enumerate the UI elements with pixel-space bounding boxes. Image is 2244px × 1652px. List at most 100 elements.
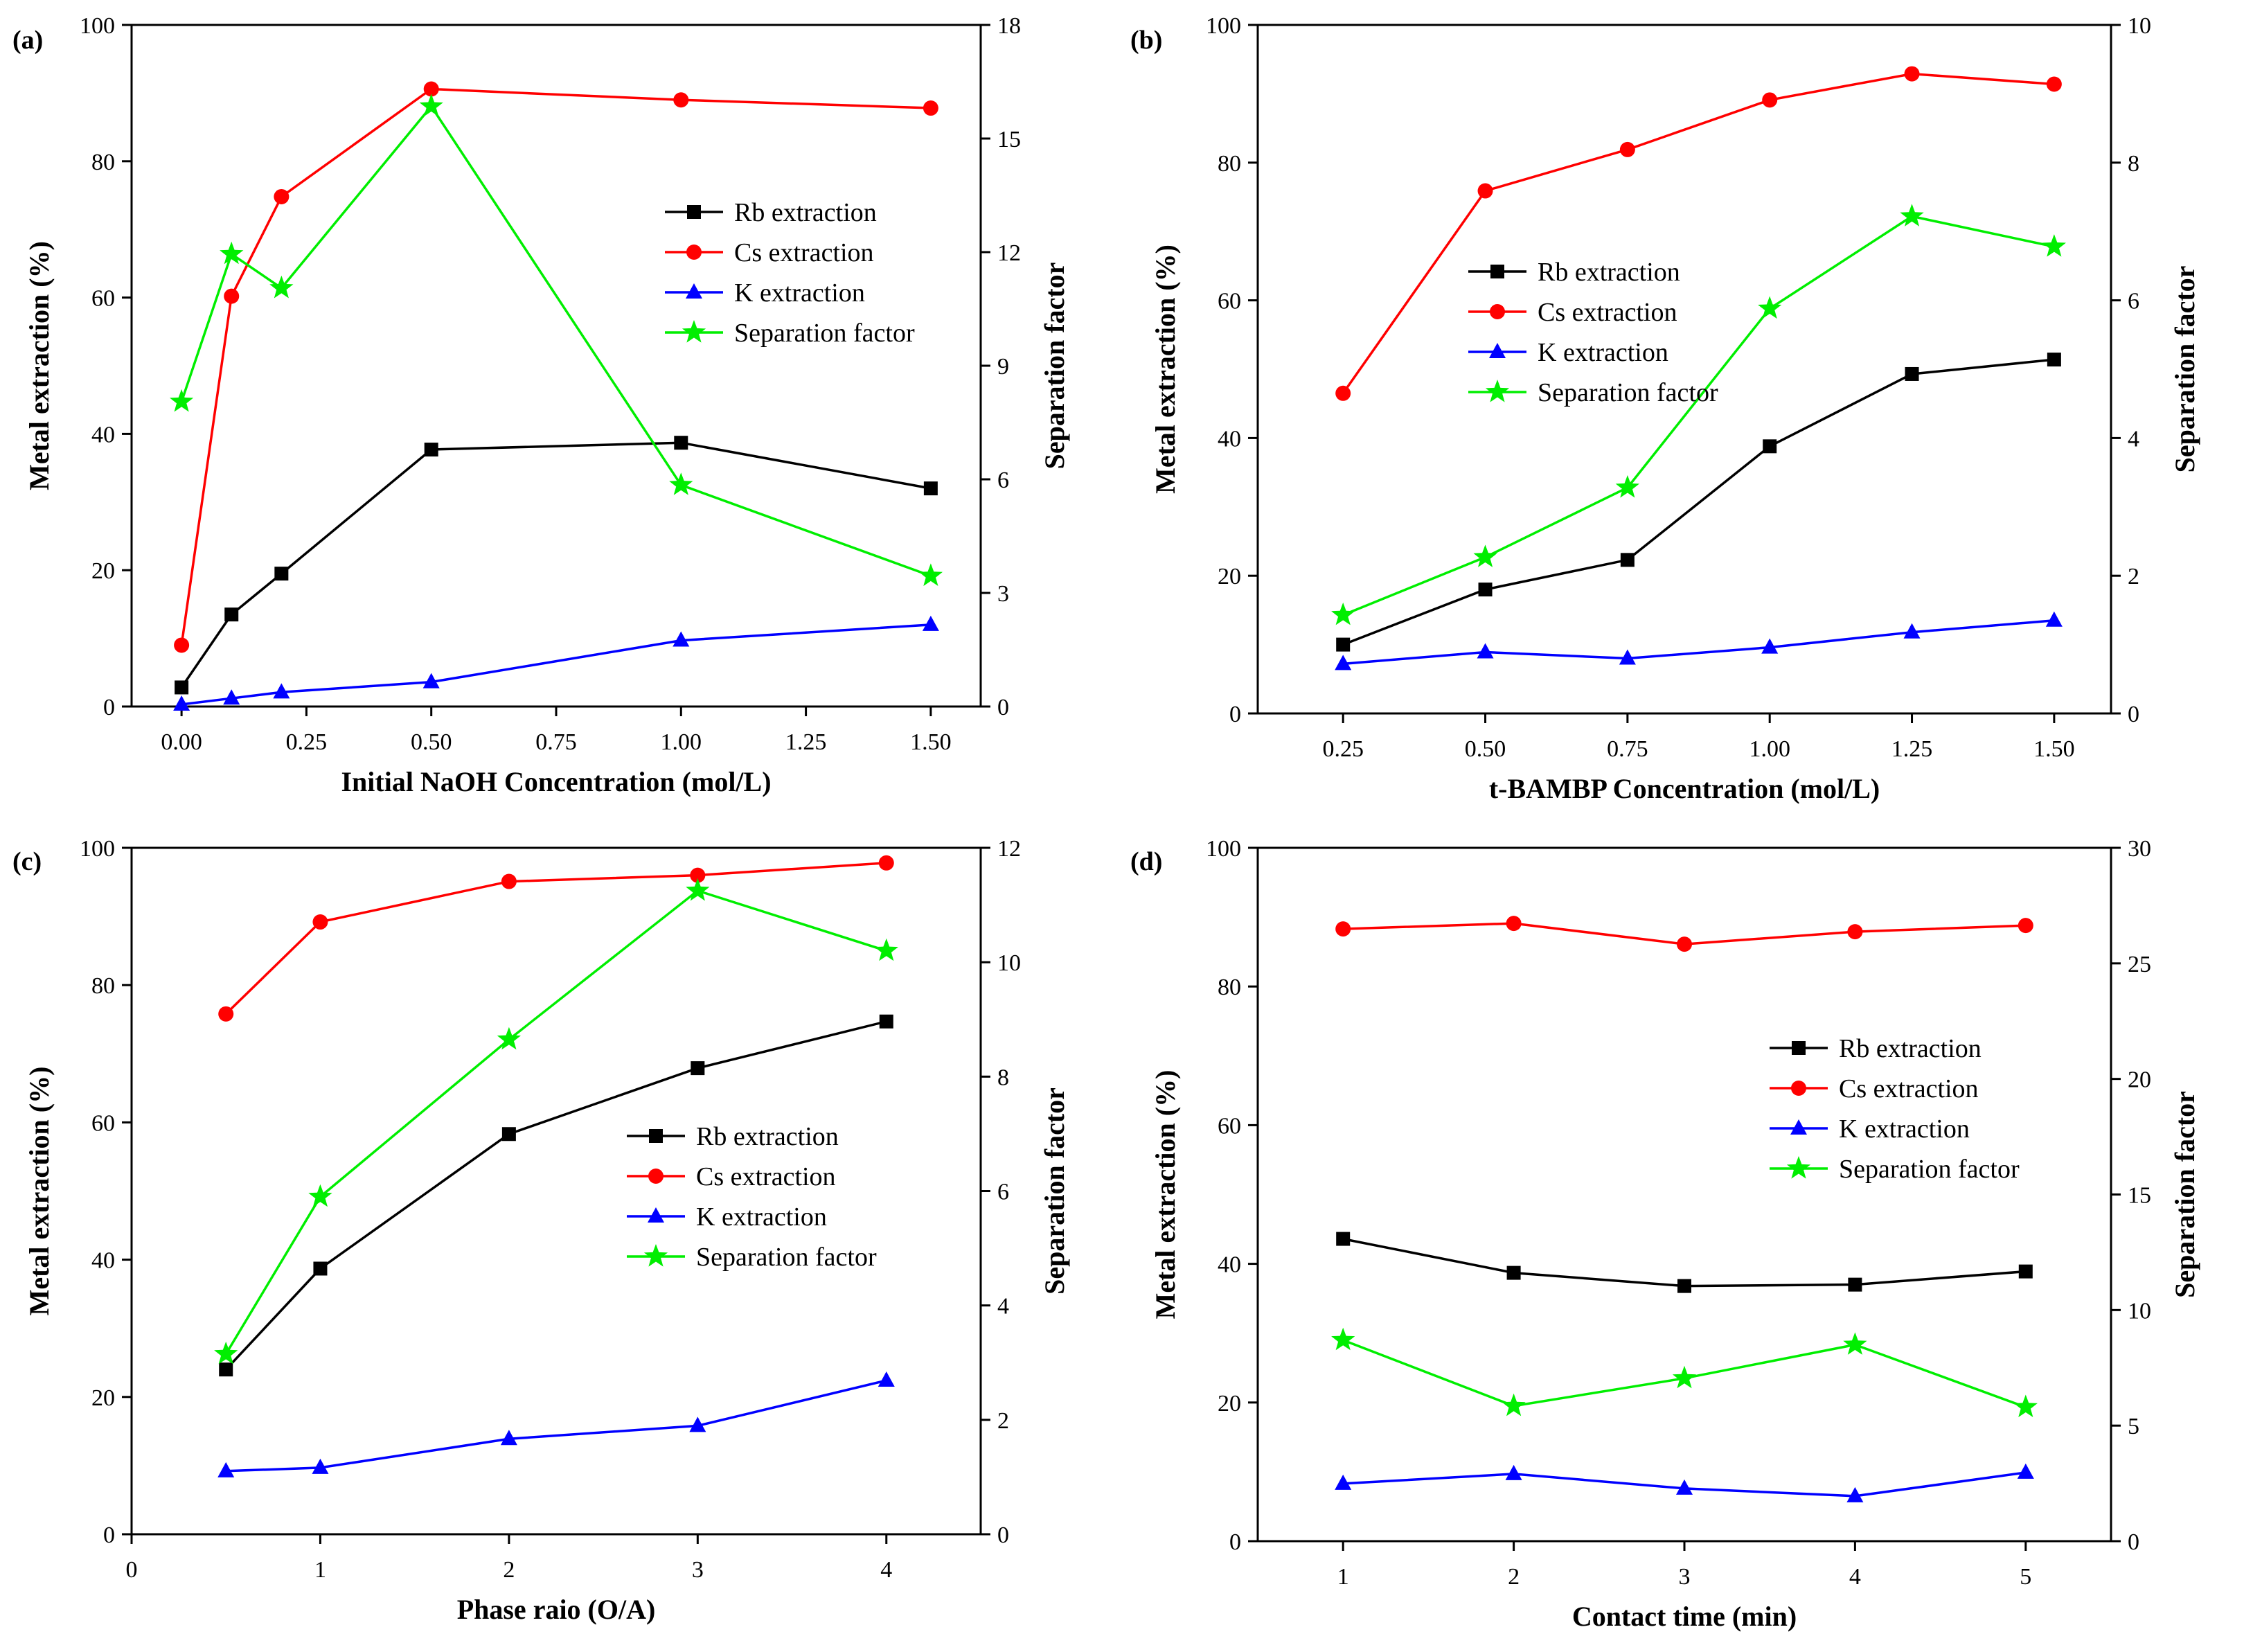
- separation-factor-point: [1615, 475, 1639, 498]
- k-extraction-point: [1761, 638, 1779, 654]
- k-extraction-line: [181, 623, 932, 706]
- x-tick-label: 0.50: [411, 729, 452, 755]
- separation-factor-point: [170, 389, 194, 412]
- legend-marker-rb-extraction: [1490, 265, 1504, 278]
- y-tick-label: 80: [1218, 975, 1241, 1000]
- x-tick-label: 1: [314, 1557, 326, 1583]
- y-tick-label: 100: [1206, 836, 1241, 862]
- y2-axis-title: Separation factor: [2169, 1091, 2200, 1298]
- series-cs-extraction: [218, 855, 894, 1022]
- x-tick-label: 1: [1337, 1564, 1349, 1590]
- legend-marker-separation-factor: [682, 320, 706, 343]
- k-extraction-point: [689, 1416, 706, 1432]
- cs-extraction-line: [1342, 72, 2055, 394]
- x-tick-label: 3: [692, 1557, 704, 1583]
- x-tick-label: 1.50: [2033, 736, 2075, 762]
- x-tick-label: 0.25: [1322, 736, 1364, 762]
- rb-extraction-point: [923, 481, 938, 496]
- cs-extraction-point: [2046, 76, 2062, 92]
- k-extraction-point: [1335, 1474, 1352, 1490]
- legend-marker-separation-factor: [643, 1244, 668, 1267]
- y-tick-label: 60: [1218, 1113, 1241, 1139]
- y-tick-label: 100: [80, 13, 115, 39]
- legend-label: Cs extraction: [696, 1162, 836, 1191]
- plot-frame: [1256, 24, 2112, 715]
- k-extraction-point: [273, 683, 290, 699]
- y2-tick-label: 5: [2128, 1414, 2139, 1439]
- series-separation-factor: [1331, 1327, 2038, 1417]
- series-rb-extraction: [1336, 353, 2061, 652]
- y-tick-label: 60: [91, 286, 115, 312]
- y-tick-label: 80: [91, 150, 115, 175]
- y-tick-label: 0: [1229, 702, 1241, 727]
- rb-extraction-line: [180, 441, 932, 689]
- separation-factor-point: [2042, 234, 2066, 257]
- series-separation-factor: [214, 878, 898, 1365]
- cs-extraction-point: [312, 914, 328, 930]
- separation-factor-point: [2013, 1394, 2038, 1417]
- y-tick-label: 40: [1218, 1252, 1241, 1278]
- k-extraction-point: [1505, 1464, 1522, 1480]
- k-extraction-point: [922, 615, 939, 631]
- panel-b: 0.25 0.50 0.75 1.00 1.25 1.50 0 20 40 60 80 100 0 2 4 6…: [1130, 13, 2200, 804]
- k-extraction-line: [226, 1379, 887, 1473]
- separation-factor-point: [669, 472, 693, 495]
- x-tick-label: 2: [1508, 1564, 1520, 1590]
- legend-marker-k-extraction: [686, 283, 702, 299]
- series-k-extraction: [1335, 1463, 2034, 1502]
- x-tick-label: 0.50: [1465, 736, 1506, 762]
- y-tick-label: 0: [1229, 1529, 1241, 1555]
- y2-tick-label: 0: [997, 1522, 1009, 1548]
- rb-extraction-point: [2047, 353, 2061, 367]
- separation-factor-point: [497, 1027, 521, 1050]
- y2-tick-label: 9: [997, 354, 1009, 380]
- x-axis-title: Initial NaOH Concentration (mol/L): [341, 766, 771, 797]
- cs-extraction-point: [673, 92, 689, 108]
- rb-extraction-point: [691, 1061, 705, 1076]
- x-tick-label: 0.00: [161, 729, 202, 755]
- y-axis-title: Metal extraction (%): [24, 1067, 55, 1316]
- y2-tick-label: 8: [2128, 151, 2139, 177]
- separation-factor-point: [918, 563, 943, 586]
- k-extraction-point: [2017, 1463, 2034, 1479]
- y2-axis-title: Separation factor: [2169, 266, 2200, 473]
- y2-tick-label: 10: [2128, 13, 2151, 39]
- legend: Rb extraction Cs extraction K extraction Se…: [627, 1122, 877, 1272]
- x-tick-label: 1.00: [1749, 736, 1790, 762]
- y-tick-label: 20: [1218, 1391, 1241, 1416]
- legend-marker-cs-extraction: [1791, 1081, 1806, 1096]
- y2-axis-title: Separation factor: [1039, 1087, 1070, 1295]
- y2-tick-label: 15: [2128, 1183, 2151, 1209]
- series-cs-extraction: [1335, 66, 2062, 401]
- y2-tick-label: 0: [2128, 702, 2139, 727]
- y-axis-title: Metal extraction (%): [24, 241, 55, 490]
- rb-extraction-point: [1620, 553, 1635, 567]
- x-axis-title: Phase raio (O/A): [457, 1594, 656, 1625]
- rb-extraction-point: [1763, 439, 1777, 454]
- series-k-extraction: [1335, 611, 2063, 670]
- legend-label: Rb extraction: [1839, 1034, 1982, 1063]
- rb-extraction-point: [313, 1261, 328, 1276]
- k-extraction-point: [217, 1462, 235, 1477]
- y2-tick-label: 15: [997, 127, 1021, 152]
- y2-tick-label: 6: [2128, 289, 2139, 314]
- legend-label: K extraction: [1538, 338, 1668, 367]
- legend-label: K extraction: [1839, 1114, 1970, 1144]
- legend-label: Separation factor: [1538, 378, 1718, 407]
- k-extraction-point: [1335, 655, 1352, 670]
- legend-label: K extraction: [696, 1202, 827, 1232]
- cs-extraction-point: [1335, 921, 1351, 937]
- plot-frame: [1256, 846, 2112, 1543]
- y2-tick-label: 0: [2128, 1529, 2139, 1555]
- rb-extraction-point: [1336, 1232, 1351, 1246]
- cs-extraction-point: [501, 873, 517, 889]
- y-tick-label: 0: [103, 695, 115, 720]
- cs-extraction-point: [1904, 66, 1920, 82]
- separation-factor-point: [269, 275, 294, 299]
- x-tick-label: 2: [503, 1557, 515, 1583]
- rb-extraction-point: [1336, 637, 1351, 652]
- rb-extraction-point: [674, 436, 688, 450]
- y2-tick-label: 10: [2128, 1298, 2151, 1324]
- series-k-extraction: [217, 1371, 895, 1477]
- x-tick-label: 0.25: [286, 729, 328, 755]
